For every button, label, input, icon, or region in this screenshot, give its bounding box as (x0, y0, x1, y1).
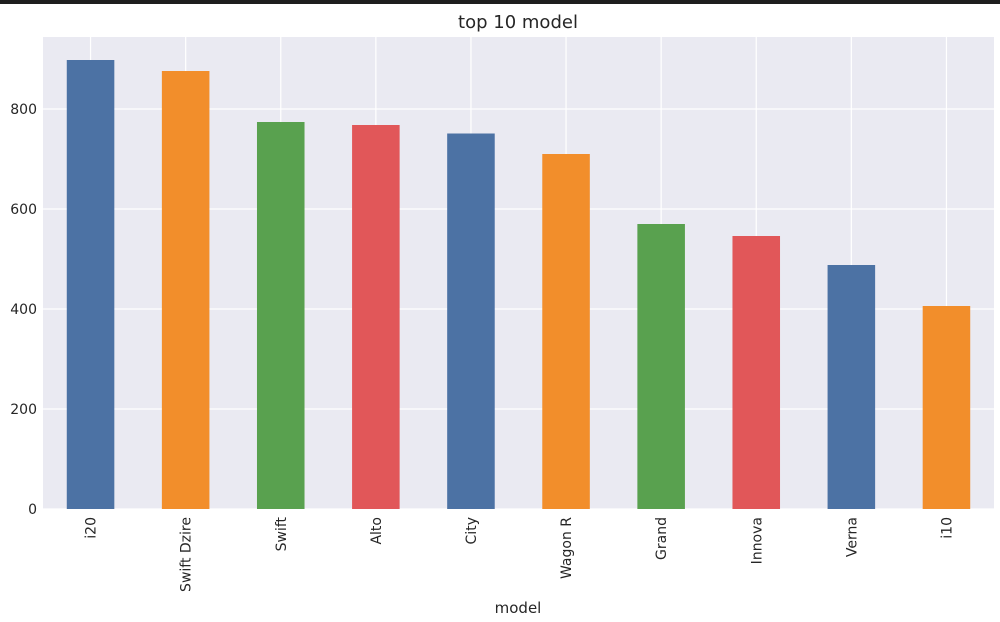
bars (66, 60, 971, 509)
y-tick-label: 200 (10, 402, 37, 418)
y-tick-label: 400 (10, 302, 37, 318)
bar-grand (637, 224, 685, 509)
y-tick-label: 600 (10, 202, 37, 218)
bar-i20 (66, 60, 115, 509)
bar-wagon-r (542, 154, 590, 509)
bar-i10 (922, 306, 971, 509)
bar-innova (732, 236, 781, 509)
x-tick-label: i20 (84, 517, 100, 539)
y-tick-label: 0 (28, 502, 37, 518)
bar-verna (827, 265, 876, 509)
bar-alto (352, 125, 400, 509)
bar-swift (256, 122, 305, 509)
window-top-bar (0, 0, 1000, 4)
x-axis-ticks: i20 Swift Dzire Swift Alto City Wagon R Grand I… (84, 516, 956, 591)
y-axis-ticks: 0 200 400 600 800 (10, 102, 37, 518)
x-tick-label: Swift Dzire (179, 517, 195, 592)
chart-title: top 10 model (458, 12, 578, 33)
y-tick-label: 800 (10, 102, 37, 118)
x-tick-label: i10 (939, 517, 955, 539)
x-tick-label: Innova (749, 517, 765, 564)
x-tick-label: Alto (369, 517, 385, 545)
x-tick-label: Grand (654, 517, 670, 560)
x-tick-label: Swift (274, 516, 290, 551)
x-tick-label: Verna (844, 517, 860, 557)
x-tick-label: Wagon R (559, 517, 575, 579)
bar-city (447, 133, 495, 509)
bar-swift-dzire (161, 71, 210, 509)
x-tick-label: City (464, 517, 480, 544)
x-axis-label: model (495, 599, 542, 617)
